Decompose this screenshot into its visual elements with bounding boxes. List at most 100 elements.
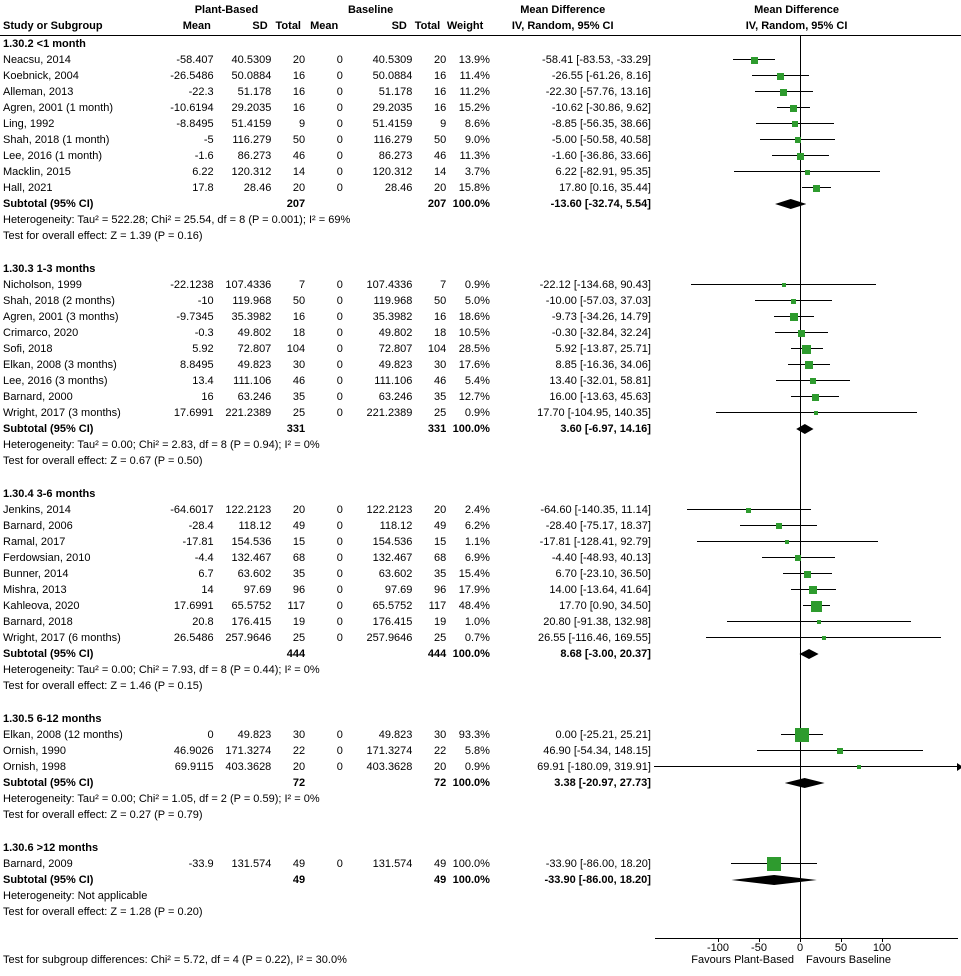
study-label: Shah, 2018 (2 months) bbox=[3, 295, 115, 307]
empty-cell bbox=[343, 872, 413, 888]
sd-plant-value: 51.4159 bbox=[231, 118, 272, 130]
favours-left-label: Favours Plant-Based bbox=[691, 954, 794, 966]
sd-baseline-value: 63.246 bbox=[378, 391, 413, 403]
ci-text: -4.40 [-48.93, 40.13] bbox=[551, 552, 651, 564]
sd-plant-value: 50.0884 bbox=[231, 70, 272, 82]
effect-marker bbox=[795, 555, 802, 561]
total-baseline-value: 18 bbox=[433, 327, 447, 339]
overall-effect-note: Test for overall effect: Z = 0.67 (P = 0… bbox=[3, 455, 203, 467]
sd-plant-value: 120.312 bbox=[231, 166, 272, 178]
study-row: Macklin, 2015 6.22 120.312 14 0 120.312 14 3.7%… bbox=[0, 164, 961, 180]
mean-plant-value: 46.9026 bbox=[173, 745, 214, 757]
study-label: Sofi, 2018 bbox=[3, 343, 53, 355]
study-label: Elkan, 2008 (12 months) bbox=[3, 729, 123, 741]
subgroup-label: 1.30.4 3-6 months bbox=[3, 488, 96, 500]
effect-marker bbox=[814, 411, 819, 415]
weight-value: 18.6% bbox=[458, 311, 490, 323]
weight-value: 15.8% bbox=[458, 182, 490, 194]
total-baseline-value: 117 bbox=[428, 600, 447, 612]
empty-cell bbox=[305, 196, 343, 212]
x-axis-line bbox=[655, 938, 958, 939]
study-label: Ramal, 2017 bbox=[3, 536, 66, 548]
study-row: Ferdowsian, 2010 -4.4 132.467 68 0 132.467 68 6… bbox=[0, 550, 961, 566]
effect-marker bbox=[780, 88, 788, 96]
study-label: Hall, 2021 bbox=[3, 182, 53, 194]
group-gap bbox=[0, 694, 961, 711]
study-row: Nicholson, 1999 -22.1238 107.4336 7 0 107.433… bbox=[0, 277, 961, 293]
subgroup-label: 1.30.5 6-12 months bbox=[3, 713, 102, 725]
total-baseline-value: 7 bbox=[440, 279, 447, 291]
sd-plant-value: 28.46 bbox=[243, 182, 272, 194]
effect-marker bbox=[797, 152, 805, 160]
sd-baseline-value: 119.968 bbox=[373, 295, 413, 307]
study-row: Barnard, 2009 -33.9 131.574 49 0 131.574 49 100… bbox=[0, 856, 961, 872]
sd-plant-value: 86.273 bbox=[237, 150, 272, 162]
study-label: Barnard, 2000 bbox=[3, 391, 73, 403]
empty-cell bbox=[305, 872, 343, 888]
sd-baseline-value: 86.273 bbox=[378, 150, 413, 162]
mean-difference-text-header: Mean Difference bbox=[520, 4, 606, 16]
sd-plant-value: 29.2035 bbox=[231, 102, 272, 114]
study-row: Ramal, 2017 -17.81 154.536 15 0 154.536 15 1.1%… bbox=[0, 534, 961, 550]
study-label: Nicholson, 1999 bbox=[3, 279, 82, 291]
axis-tick-label: 0 bbox=[796, 942, 804, 954]
mean-plant-value: -9.7345 bbox=[176, 311, 214, 323]
sd-plant-value: 72.807 bbox=[237, 343, 272, 355]
ci-text: 8.85 [-16.36, 34.06] bbox=[555, 359, 651, 371]
total-baseline-value: 14 bbox=[433, 166, 447, 178]
mean-plant-value: 69.9115 bbox=[174, 761, 214, 773]
total-plant-value: 30 bbox=[292, 359, 306, 371]
mean-plant-value: 17.6991 bbox=[173, 407, 214, 419]
study-label: Ornish, 1998 bbox=[3, 761, 66, 773]
subgroup-header-row: 1.30.4 3-6 months bbox=[0, 486, 961, 502]
subgroup-header-row: 1.30.5 6-12 months bbox=[0, 711, 961, 727]
effect-marker bbox=[767, 857, 782, 871]
empty-cell bbox=[214, 196, 272, 212]
weight-value: 5.8% bbox=[464, 745, 490, 757]
ci-plot-cell bbox=[654, 630, 961, 646]
mean-baseline-value: 0 bbox=[336, 70, 343, 82]
weight-header-spacer bbox=[440, 2, 483, 18]
mean-plant-value: -5 bbox=[203, 134, 214, 146]
mean-plant-value: -64.6017 bbox=[170, 504, 214, 516]
sd-plant-value: 49.823 bbox=[237, 729, 272, 741]
study-row: Barnard, 2000 16 63.246 35 0 63.246 35 12.7% 16.… bbox=[0, 389, 961, 405]
total-plant-value: 20 bbox=[292, 504, 306, 516]
effect-marker bbox=[789, 104, 797, 112]
ci-plot-cell bbox=[654, 405, 961, 421]
col-header-mean-baseline: Mean bbox=[310, 20, 339, 32]
effect-marker bbox=[781, 283, 786, 287]
sd-plant-value: 107.4336 bbox=[225, 279, 272, 291]
weight-value: 1.0% bbox=[464, 616, 490, 628]
axis-area: Test for subgroup differences: Chi² = 5.… bbox=[0, 920, 961, 968]
study-label: Lee, 2016 (3 months) bbox=[3, 375, 108, 387]
study-row: Barnard, 2018 20.8 176.415 19 0 176.415 19 1.0%… bbox=[0, 614, 961, 630]
sd-plant-value: 119.968 bbox=[232, 295, 272, 307]
header-divider bbox=[0, 35, 961, 36]
sd-baseline-value: 221.2389 bbox=[366, 407, 413, 419]
mean-plant-value: -0.3 bbox=[194, 327, 214, 339]
col-header-sd-baseline: SD bbox=[391, 20, 407, 32]
subtotal-label: Subtotal (95% CI) bbox=[3, 423, 94, 435]
empty-cell bbox=[343, 646, 413, 662]
subtotal-row: Subtotal (95% CI) 444 444 100.0% 8.68 [-3.00… bbox=[0, 646, 961, 662]
mean-baseline-value: 0 bbox=[336, 343, 343, 355]
sd-baseline-value: 63.602 bbox=[378, 568, 413, 580]
mean-plant-value: 6.22 bbox=[192, 166, 214, 178]
sd-baseline-value: 118.12 bbox=[379, 520, 413, 532]
empty-cell bbox=[214, 646, 272, 662]
effect-marker bbox=[794, 728, 809, 742]
effect-marker bbox=[821, 636, 826, 640]
total-plant-value: 16 bbox=[292, 311, 306, 323]
zero-line bbox=[800, 36, 801, 939]
sd-plant-value: 176.415 bbox=[231, 616, 272, 628]
subtotal-diamond-icon bbox=[796, 424, 814, 434]
total-plant-value: 7 bbox=[298, 279, 306, 291]
mean-plant-value: 17.6991 bbox=[173, 600, 214, 612]
total-baseline-value: 46 bbox=[433, 150, 447, 162]
subtotal-total-baseline: 444 bbox=[427, 648, 447, 660]
axis-tick-label: 50 bbox=[834, 942, 848, 954]
heterogeneity-note: Heterogeneity: Tau² = 0.00; Chi² = 1.05,… bbox=[3, 793, 320, 805]
mean-plant-value: 0 bbox=[207, 729, 214, 741]
total-plant-value: 25 bbox=[292, 632, 306, 644]
